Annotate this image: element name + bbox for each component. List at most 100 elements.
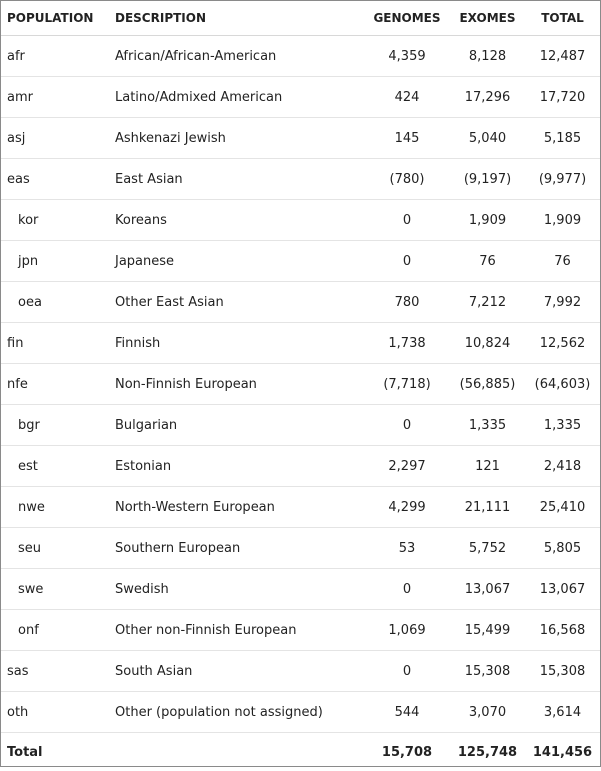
population-description-cell: Latino/Admixed American [109, 77, 364, 118]
population-code-cell: jpn [1, 241, 109, 282]
exomes-cell: 5,040 [450, 118, 525, 159]
exomes-cell: 17,296 [450, 77, 525, 118]
genomes-cell: 424 [364, 77, 450, 118]
total-cell: 76 [525, 241, 600, 282]
population-code-cell: seu [1, 528, 109, 569]
exomes-cell: 8,128 [450, 36, 525, 77]
population-code-cell: amr [1, 77, 109, 118]
genomes-cell: 2,297 [364, 446, 450, 487]
population-description-cell: Estonian [109, 446, 364, 487]
population-code-cell: onf [1, 610, 109, 651]
total-label: Total [1, 733, 109, 771]
genomes-cell: 544 [364, 692, 450, 733]
genomes-cell: 145 [364, 118, 450, 159]
population-description-cell: Ashkenazi Jewish [109, 118, 364, 159]
population-code-cell: nfe [1, 364, 109, 405]
population-code-cell: afr [1, 36, 109, 77]
population-description-cell: Bulgarian [109, 405, 364, 446]
population-code-cell: nwe [1, 487, 109, 528]
population-description-cell: Other non-Finnish European [109, 610, 364, 651]
population-description-cell: Southern European [109, 528, 364, 569]
total-cell: 1,335 [525, 405, 600, 446]
population-description-cell: Japanese [109, 241, 364, 282]
total-cell: 25,410 [525, 487, 600, 528]
population-description-cell: South Asian [109, 651, 364, 692]
total-cell: 1,909 [525, 200, 600, 241]
total-cell: 12,487 [525, 36, 600, 77]
population-code-cell: bgr [1, 405, 109, 446]
exomes-cell: 76 [450, 241, 525, 282]
population-code-cell: eas [1, 159, 109, 200]
exomes-cell: 21,111 [450, 487, 525, 528]
total-cell: 16,568 [525, 610, 600, 651]
genomes-cell: 780 [364, 282, 450, 323]
total-exomes: 125,748 [450, 733, 525, 771]
genomes-cell: 0 [364, 405, 450, 446]
genomes-cell: 1,738 [364, 323, 450, 364]
population-description-cell: Non-Finnish European [109, 364, 364, 405]
exomes-cell: (9,197) [450, 159, 525, 200]
genomes-cell: 53 [364, 528, 450, 569]
population-description-cell: African/African-American [109, 36, 364, 77]
genomes-cell: 0 [364, 569, 450, 610]
genomes-cell: (780) [364, 159, 450, 200]
header-exomes[interactable]: EXOMES [450, 1, 525, 36]
exomes-cell: 3,070 [450, 692, 525, 733]
total-total: 141,456 [525, 733, 600, 771]
header-total[interactable]: TOTAL [525, 1, 600, 36]
total-cell: 17,720 [525, 77, 600, 118]
population-description-cell: Finnish [109, 323, 364, 364]
population-code-cell: fin [1, 323, 109, 364]
genomes-cell: 0 [364, 651, 450, 692]
population-description-cell: Swedish [109, 569, 364, 610]
exomes-cell: 121 [450, 446, 525, 487]
total-cell: 2,418 [525, 446, 600, 487]
genomes-cell: 1,069 [364, 610, 450, 651]
genomes-cell: 4,359 [364, 36, 450, 77]
exomes-cell: (56,885) [450, 364, 525, 405]
exomes-cell: 1,335 [450, 405, 525, 446]
population-description-cell: East Asian [109, 159, 364, 200]
genomes-cell: 4,299 [364, 487, 450, 528]
total-cell: 5,185 [525, 118, 600, 159]
genomes-cell: 0 [364, 241, 450, 282]
genomes-cell: (7,718) [364, 364, 450, 405]
exomes-cell: 10,824 [450, 323, 525, 364]
population-code-cell: est [1, 446, 109, 487]
total-cell: 3,614 [525, 692, 600, 733]
table-header-row: POPULATION DESCRIPTION GENOMES EXOMES TO… [1, 1, 600, 36]
exomes-cell: 15,499 [450, 610, 525, 651]
population-code-cell: sas [1, 651, 109, 692]
total-cell: 13,067 [525, 569, 600, 610]
total-genomes: 15,708 [364, 733, 450, 771]
total-cell: 7,992 [525, 282, 600, 323]
header-genomes[interactable]: GENOMES [364, 1, 450, 36]
exomes-cell: 1,909 [450, 200, 525, 241]
exomes-cell: 13,067 [450, 569, 525, 610]
population-description-cell: Koreans [109, 200, 364, 241]
header-population[interactable]: POPULATION [1, 1, 109, 36]
population-code-cell: oth [1, 692, 109, 733]
total-cell: 5,805 [525, 528, 600, 569]
exomes-cell: 15,308 [450, 651, 525, 692]
population-code-cell: oea [1, 282, 109, 323]
header-description[interactable]: DESCRIPTION [109, 1, 364, 36]
total-description-cell [109, 733, 364, 771]
population-code-cell: swe [1, 569, 109, 610]
genomes-cell: 0 [364, 200, 450, 241]
total-row: Total 15,708 125,748 141,456 [1, 733, 600, 771]
total-cell: (9,977) [525, 159, 600, 200]
